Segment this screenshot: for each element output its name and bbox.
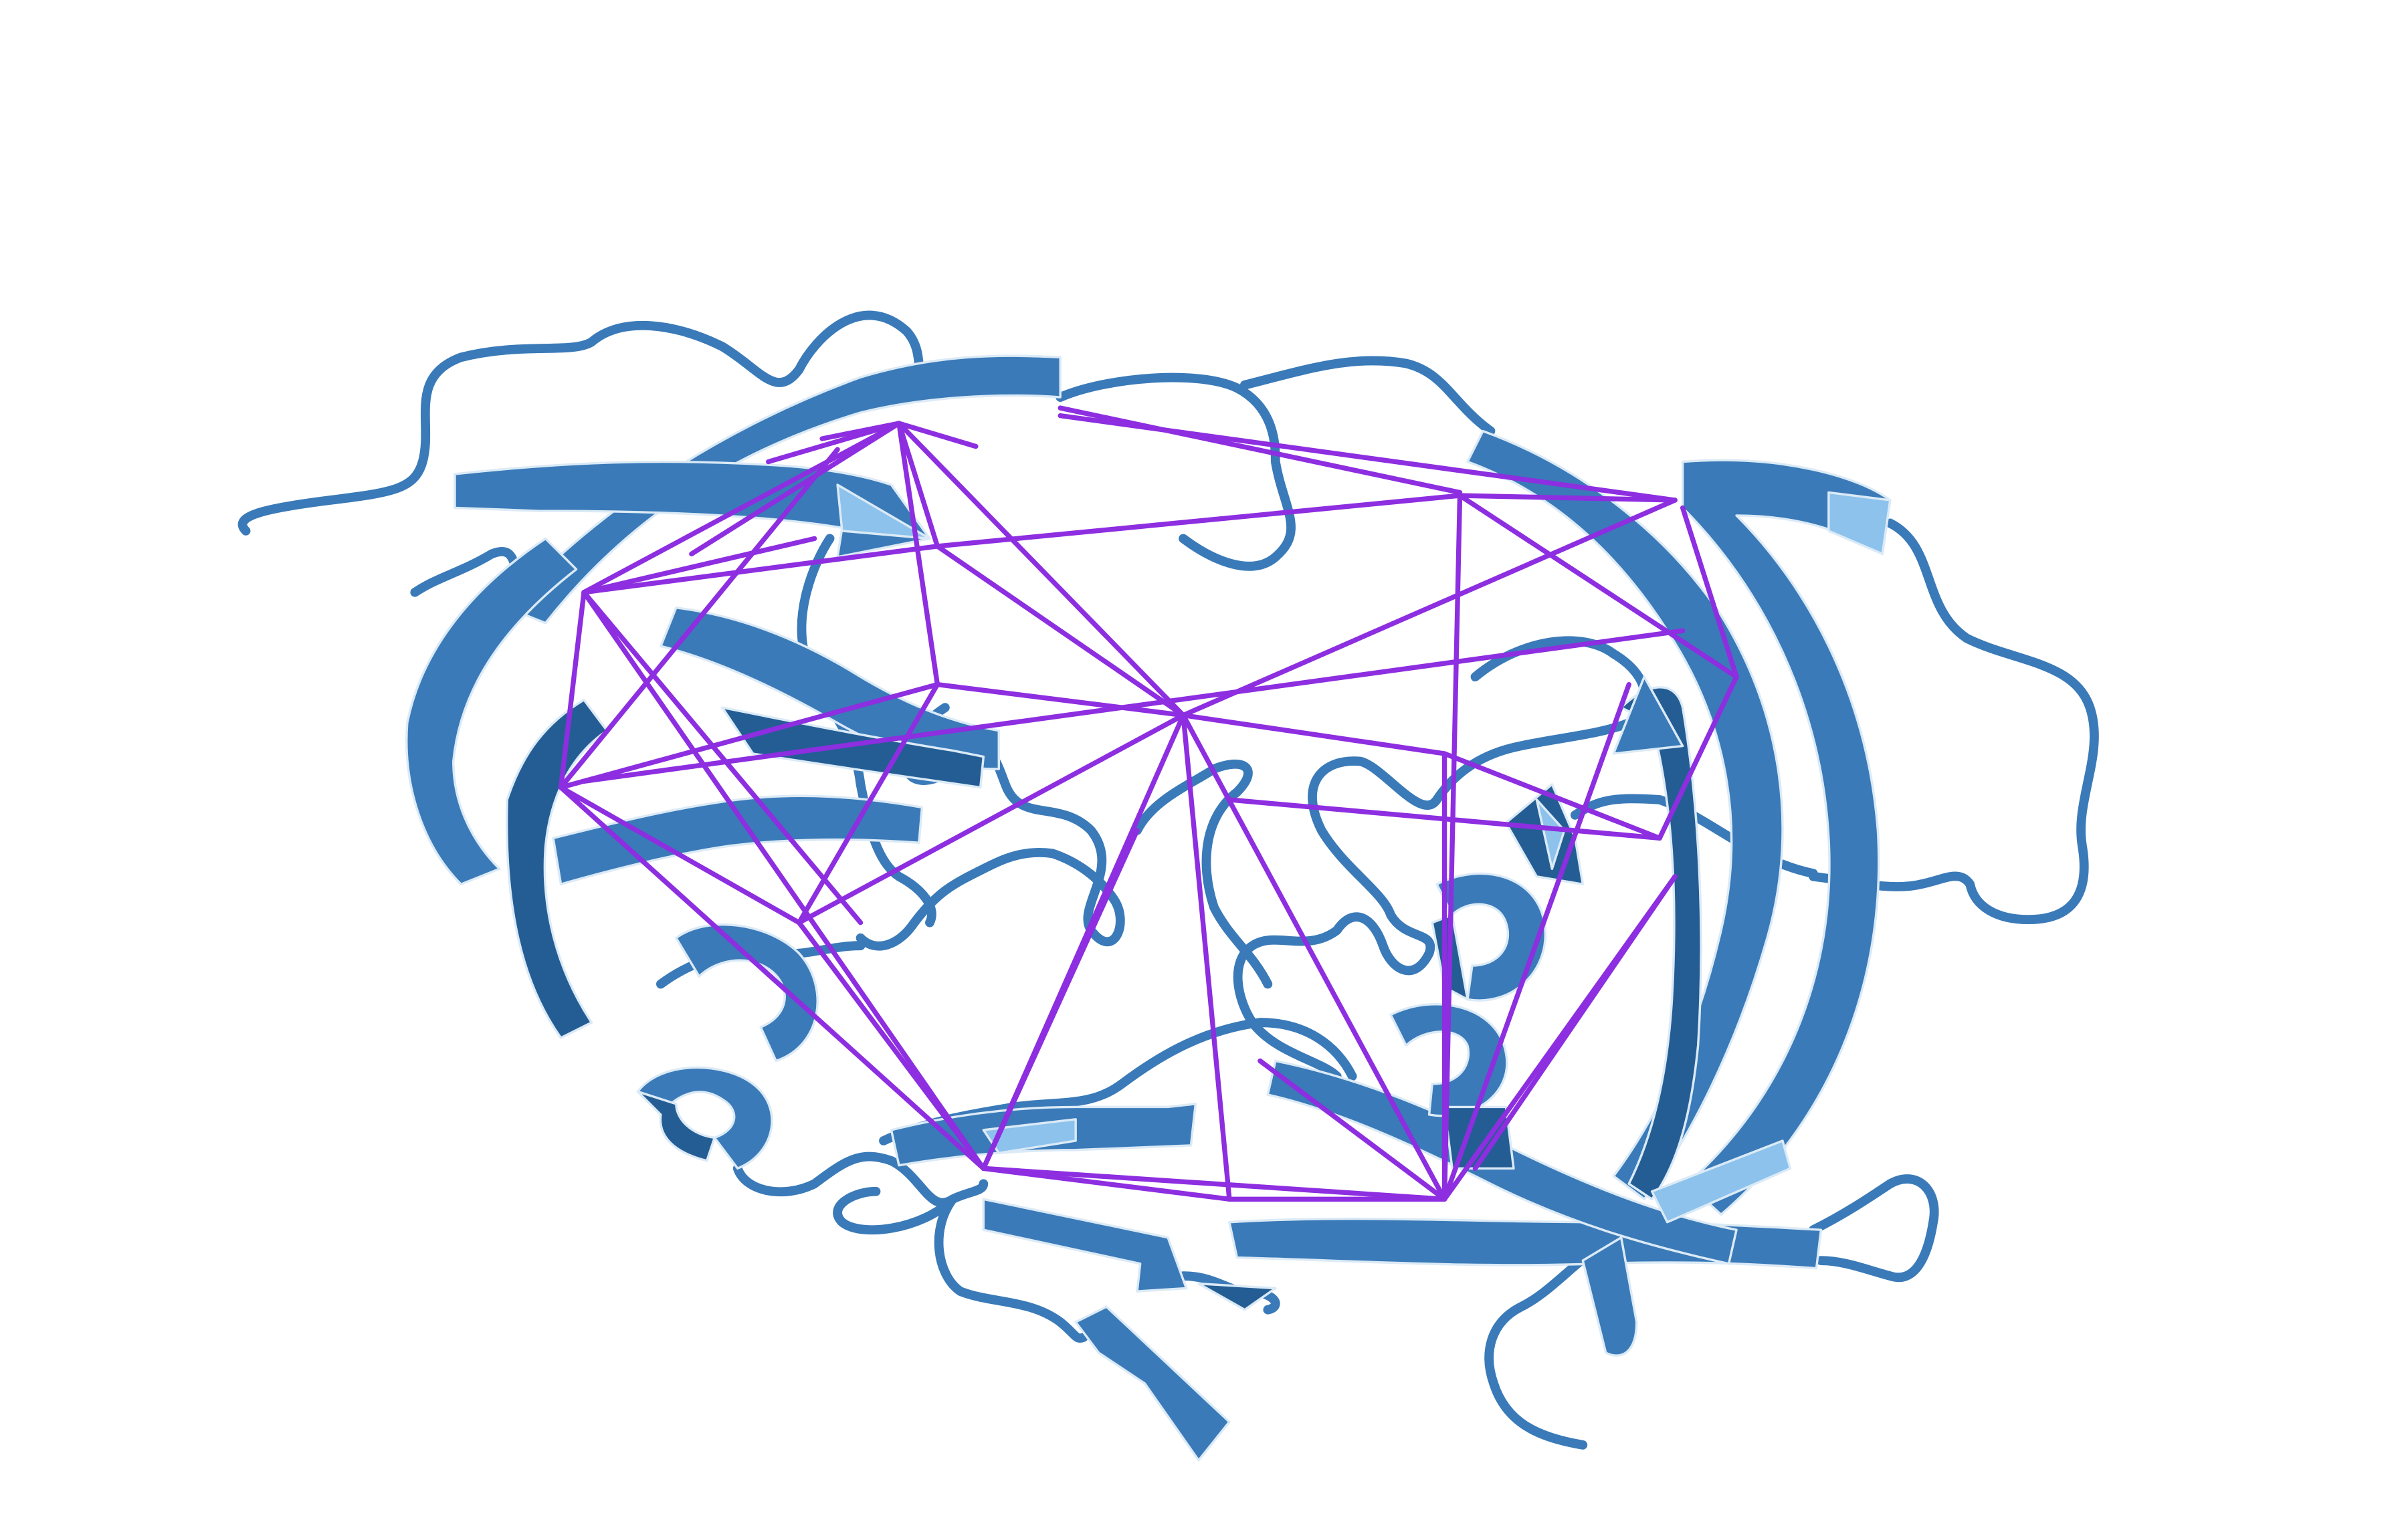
strand-bottom-tip [1197,1282,1277,1311]
strand-right-second-arc [1466,429,1784,1200]
strand-right-outer-light [1827,491,1892,556]
strand-right-arrowhead [1612,675,1684,755]
strand-right-bottom [1581,1236,1638,1357]
strand-left-low [552,794,924,886]
coil-bottom-right [1484,1174,1939,1450]
strand-top-left-arrow-light [836,483,931,540]
coil-n-terminus [237,310,945,536]
strand-left-outer [405,537,578,886]
strand-bottom-pointer [1074,1305,1231,1462]
strand-left-inner [505,698,609,1039]
ribbon-sheets [405,354,1892,1462]
strand-bottom-arrow [982,1198,1188,1293]
helix-left-a [675,923,819,1063]
interaction-network [558,405,1739,1202]
helix-left-b [636,1066,773,1170]
helix-right-a [1435,872,1546,1002]
coil-right-outer [1809,518,2099,925]
helix-left-c [636,1090,716,1162]
coil-top-right [1056,356,1496,571]
strand-right-outer-arc [1681,459,1892,1216]
strand-right-inner [1620,686,1702,1200]
strand-right-lower-light [1650,1139,1792,1224]
helix-right-fan-light [1535,798,1566,871]
